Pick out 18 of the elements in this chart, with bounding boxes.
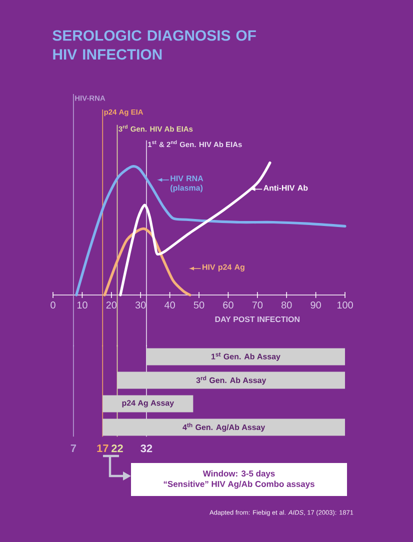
x-tick-label: 80	[282, 302, 292, 309]
x-tick-label: 17	[97, 444, 108, 452]
x-tick-label: 32	[140, 444, 152, 452]
x-tick-label: 20	[106, 302, 117, 309]
x-tick-label: 100	[337, 302, 353, 309]
x-tick-label: 10	[77, 302, 88, 309]
text: “Sensitive” HIV Ag/Ab Combo assays	[164, 480, 314, 489]
text: Window: 3-5 days	[202, 470, 275, 478]
x-tick-label: 0	[50, 302, 56, 309]
x-tick-label: 90	[310, 302, 321, 309]
x-tick-label: 70	[252, 302, 263, 309]
x-tick-label: 60	[223, 302, 234, 309]
x-tick-label: 40	[164, 302, 175, 309]
x-tick-label: 50	[194, 302, 204, 309]
chart-title: SEROLOGIC DIAGNOSIS OF HIV INFECTION	[52, 30, 256, 60]
x-tick-label: 30	[135, 302, 146, 309]
x-tick-label: 7	[70, 444, 76, 452]
x-tick-label: 22	[112, 444, 123, 452]
